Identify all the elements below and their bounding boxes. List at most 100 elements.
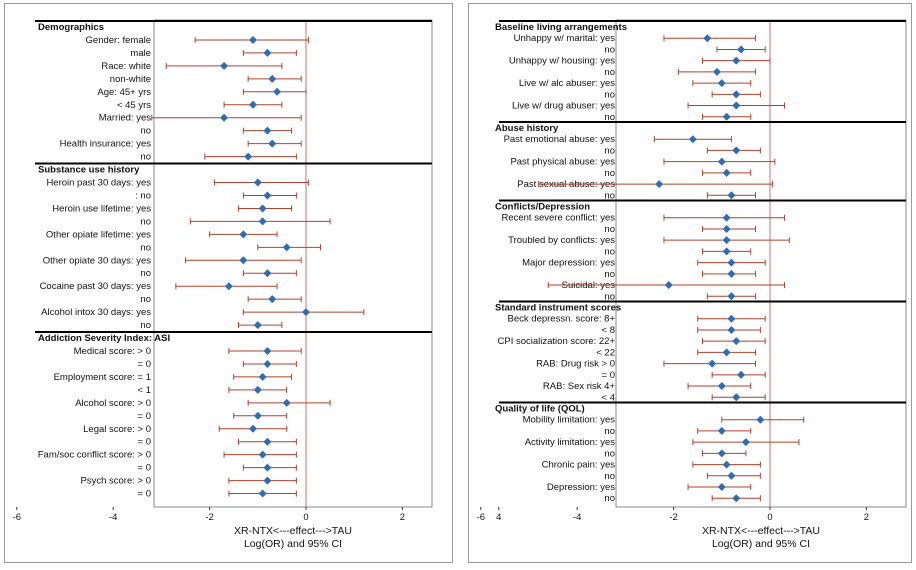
point-estimate: [263, 48, 272, 57]
row-label: no: [604, 168, 615, 179]
row-label: male: [130, 48, 151, 59]
point-estimate: [239, 256, 248, 265]
point-estimate: [248, 424, 257, 433]
point-estimate: [253, 321, 262, 330]
row-label: no: [140, 242, 151, 253]
row-label: no: [140, 268, 151, 279]
point-estimate: [263, 476, 272, 485]
point-estimate: [708, 359, 717, 368]
row-label: = 0: [138, 411, 151, 422]
point-estimate: [727, 471, 736, 480]
row-label: Past physical abuse: yes: [510, 157, 615, 168]
row-label: = 0: [138, 359, 151, 370]
row-label: Activity limitation: yes: [525, 437, 616, 448]
point-estimate: [732, 494, 741, 503]
point-estimate: [717, 79, 726, 88]
row-label: Health insurance: yes: [60, 139, 152, 150]
row-label: Gender: female: [86, 35, 151, 46]
point-estimate: [741, 438, 750, 447]
point-estimate: [248, 100, 257, 109]
row-label: no: [604, 112, 615, 123]
point-estimate: [258, 372, 267, 381]
row-label: no: [604, 426, 615, 437]
point-estimate: [302, 308, 310, 317]
row-label: < 4: [602, 392, 615, 403]
section-title: Abuse history: [495, 123, 559, 134]
row-label: Major depression: yes: [522, 258, 615, 269]
point-estimate: [717, 157, 726, 166]
row-label: no: [604, 246, 615, 257]
point-estimate: [727, 258, 736, 267]
row-label: Heroin use lifetime: yes: [52, 203, 151, 214]
section-title: Addiction Severity Index: ASI: [38, 333, 170, 344]
x-tick-label: 2: [400, 512, 405, 523]
row-label: Chronic pain: yes: [542, 460, 616, 471]
row-label: no: [604, 67, 615, 78]
point-estimate: [263, 191, 272, 200]
point-estimate: [268, 295, 277, 304]
point-estimate: [722, 247, 731, 256]
row-label: no: [604, 145, 615, 156]
row-label: RAB: Drug risk > 0: [536, 359, 615, 370]
section-title: Substance use history: [38, 165, 140, 176]
row-label: Age: 45+ yrs: [97, 87, 151, 98]
point-estimate: [273, 87, 282, 96]
row-label: no: [604, 448, 615, 459]
row-label: = 0: [138, 437, 151, 448]
point-estimate: [732, 90, 741, 99]
point-estimate: [258, 450, 267, 459]
x-tick-label: -6: [13, 512, 21, 523]
row-label: Unhappy w/ housing: yes: [509, 56, 615, 67]
row-label: = 0: [138, 489, 151, 500]
x-axis-title: XR-NTX<---effect--->TAU: [234, 525, 352, 537]
point-estimate: [268, 74, 277, 83]
point-estimate: [220, 113, 229, 122]
point-estimate: [737, 370, 746, 379]
point-estimate: [756, 415, 765, 424]
row-label: no: [140, 152, 151, 163]
row-label: no: [604, 291, 615, 302]
point-estimate: [722, 224, 731, 233]
row-label: < 22: [596, 347, 615, 358]
row-label: Alcohol intox 30 days: yes: [41, 307, 151, 318]
point-estimate: [263, 269, 272, 278]
plot-area-frame: [615, 19, 907, 508]
row-label: Legal score: > 0: [83, 424, 151, 435]
row-label: Race: white: [101, 61, 151, 72]
forest-chart-2: -6 -4 -2 0 2 4 XR-NTX<---effect--->TAULog(OR) …: [477, 19, 907, 550]
row-label: no: [604, 89, 615, 100]
row-label: Unhappy w/ marital: yes: [514, 33, 616, 44]
point-estimate: [688, 135, 697, 144]
x-tick-label: -4: [573, 512, 581, 523]
point-estimate: [727, 191, 736, 200]
point-estimate: [722, 236, 731, 245]
row-label: Alcohol score: > 0: [75, 398, 151, 409]
x-axis-subtitle: Log(OR) and 95% CI: [712, 538, 810, 550]
row-label: no: [604, 269, 615, 280]
row-label: < 45 yrs: [117, 100, 151, 111]
x-axis-subtitle: Log(OR) and 95% CI: [244, 538, 342, 550]
section-title: Conflicts/Depression: [495, 202, 590, 213]
row-label: no: [140, 126, 151, 137]
row-label: no: [604, 224, 615, 235]
row-label: Fam/soc conflict score: > 0: [38, 450, 151, 461]
row-label: CPI socialization score: 22+: [498, 336, 616, 347]
point-estimate: [220, 61, 229, 70]
section-title: Standard instrument scores: [495, 303, 621, 314]
point-estimate: [717, 382, 726, 391]
row-label: no: [604, 44, 615, 55]
row-label: Beck depressn. score: 8+: [508, 314, 616, 325]
point-estimate: [732, 337, 741, 346]
point-estimate: [268, 139, 277, 148]
row-label: no: [140, 294, 151, 305]
point-estimate: [722, 460, 731, 469]
point-estimate: [263, 463, 272, 472]
point-estimate: [722, 348, 731, 357]
row-label: Employment score: = 1: [54, 372, 151, 383]
x-tick-label: -2: [205, 512, 213, 523]
row-label: no: [140, 320, 151, 331]
row-label: Live w/ alc abuser: yes: [519, 78, 615, 89]
x-tick-label: 0: [303, 512, 308, 523]
forest-chart-1: -6 -4 -2 0 2 4 XR-NTX<---effect--->TAULog(OR) …: [13, 19, 501, 550]
point-estimate: [263, 359, 272, 368]
